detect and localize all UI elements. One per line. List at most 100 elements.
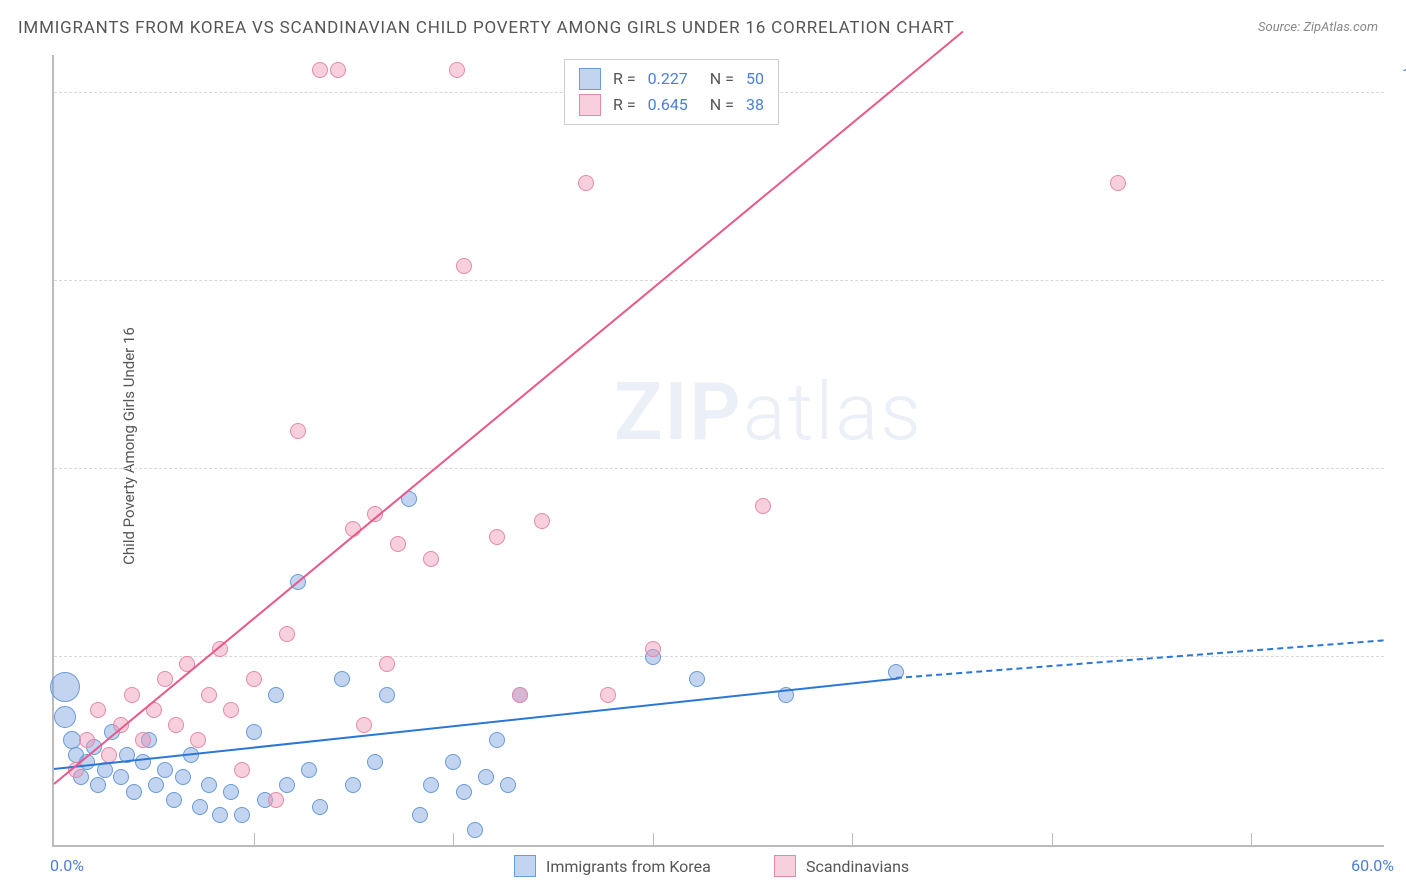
data-point bbox=[268, 687, 284, 703]
data-point bbox=[113, 769, 129, 785]
data-point bbox=[755, 498, 771, 514]
data-point bbox=[456, 784, 472, 800]
data-point bbox=[489, 529, 505, 545]
data-point bbox=[478, 769, 494, 785]
data-point bbox=[54, 706, 76, 728]
r-value: 0.227 bbox=[648, 66, 688, 92]
data-point bbox=[90, 702, 106, 718]
series-legend-item: Scandinavians bbox=[774, 855, 909, 877]
scatter-plot: ZIPatlas 25.0%50.0%75.0%100.0%0.0%60.0%R… bbox=[52, 55, 1384, 847]
trend-line bbox=[53, 31, 963, 785]
data-point bbox=[330, 62, 346, 78]
data-point bbox=[449, 62, 465, 78]
n-value: 38 bbox=[746, 92, 764, 118]
data-point bbox=[268, 792, 284, 808]
data-point bbox=[201, 777, 217, 793]
data-point bbox=[512, 687, 528, 703]
data-point bbox=[135, 754, 151, 770]
tick-v bbox=[1251, 833, 1252, 845]
data-point bbox=[212, 807, 228, 823]
data-point bbox=[600, 687, 616, 703]
x-tick-label: 0.0% bbox=[50, 856, 84, 875]
trend-line bbox=[896, 640, 1384, 680]
correlation-legend: R = 0.227 N = 50 R = 0.645 N = 38 bbox=[564, 59, 779, 125]
tick-v bbox=[254, 833, 255, 845]
legend-swatch bbox=[579, 94, 601, 116]
data-point bbox=[423, 551, 439, 567]
data-point bbox=[157, 762, 173, 778]
data-point bbox=[689, 671, 705, 687]
data-point bbox=[279, 626, 295, 642]
y-tick-label: 75.0% bbox=[1394, 252, 1406, 271]
data-point bbox=[356, 717, 372, 733]
legend-label: Scandinavians bbox=[806, 857, 909, 876]
data-point bbox=[101, 747, 117, 763]
data-point bbox=[312, 799, 328, 815]
data-point bbox=[500, 777, 516, 793]
data-point bbox=[445, 754, 461, 770]
source-attribution: Source: ZipAtlas.com bbox=[1258, 20, 1378, 35]
legend-label: Immigrants from Korea bbox=[546, 857, 711, 876]
r-label: R = bbox=[613, 92, 636, 118]
legend-swatch bbox=[774, 855, 796, 877]
data-point bbox=[148, 777, 164, 793]
data-point bbox=[279, 777, 295, 793]
data-point bbox=[645, 641, 661, 657]
data-point bbox=[412, 807, 428, 823]
y-tick-label: 25.0% bbox=[1394, 628, 1406, 647]
tick-v bbox=[653, 833, 654, 845]
data-point bbox=[246, 671, 262, 687]
data-point bbox=[578, 175, 594, 191]
gridline-h bbox=[54, 468, 1384, 469]
legend-row: R = 0.227 N = 50 bbox=[579, 66, 764, 92]
tick-v bbox=[852, 833, 853, 845]
n-label: N = bbox=[710, 66, 734, 92]
data-point bbox=[50, 672, 80, 702]
y-tick-label: 100.0% bbox=[1394, 64, 1406, 83]
data-point bbox=[379, 656, 395, 672]
data-point bbox=[234, 762, 250, 778]
data-point bbox=[124, 687, 140, 703]
data-point bbox=[90, 777, 106, 793]
data-point bbox=[312, 62, 328, 78]
data-point bbox=[467, 822, 483, 838]
watermark-light: atlas bbox=[743, 365, 923, 459]
tick-v bbox=[1052, 833, 1053, 845]
source-name: ZipAtlas.com bbox=[1303, 20, 1378, 35]
watermark: ZIPatlas bbox=[614, 365, 923, 459]
gridline-h bbox=[54, 280, 1384, 281]
series-legend-item: Immigrants from Korea bbox=[514, 855, 711, 877]
data-point bbox=[334, 671, 350, 687]
chart-title: IMMIGRANTS FROM KOREA VS SCANDINAVIAN CH… bbox=[18, 18, 955, 38]
r-value: 0.645 bbox=[648, 92, 688, 118]
data-point bbox=[1110, 175, 1126, 191]
data-point bbox=[223, 784, 239, 800]
data-point bbox=[301, 762, 317, 778]
data-point bbox=[223, 702, 239, 718]
data-point bbox=[190, 732, 206, 748]
legend-row: R = 0.645 N = 38 bbox=[579, 92, 764, 118]
data-point bbox=[367, 754, 383, 770]
tick-v bbox=[453, 833, 454, 845]
data-point bbox=[345, 777, 361, 793]
data-point bbox=[456, 258, 472, 274]
data-point bbox=[192, 799, 208, 815]
watermark-bold: ZIP bbox=[614, 365, 743, 459]
data-point bbox=[175, 769, 191, 785]
n-label: N = bbox=[710, 92, 734, 118]
data-point bbox=[168, 717, 184, 733]
x-end-label: 60.0% bbox=[1351, 856, 1394, 875]
data-point bbox=[79, 732, 95, 748]
data-point bbox=[126, 784, 142, 800]
y-tick-label: 50.0% bbox=[1394, 440, 1406, 459]
data-point bbox=[234, 807, 250, 823]
data-point bbox=[166, 792, 182, 808]
r-label: R = bbox=[613, 66, 636, 92]
n-value: 50 bbox=[746, 66, 764, 92]
legend-swatch bbox=[579, 68, 601, 90]
data-point bbox=[201, 687, 217, 703]
data-point bbox=[390, 536, 406, 552]
data-point bbox=[489, 732, 505, 748]
data-point bbox=[135, 732, 151, 748]
data-point bbox=[290, 423, 306, 439]
